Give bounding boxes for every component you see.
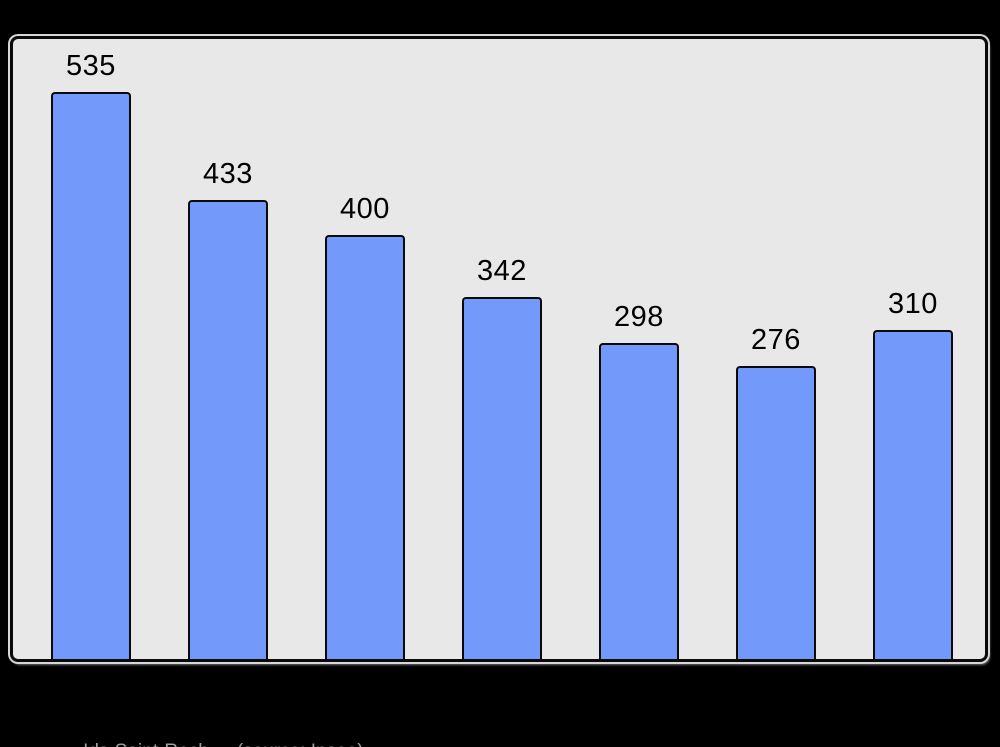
chart-caption: Ids-Saint-Roch (source: Insee)	[62, 716, 364, 747]
bar-group: 433	[188, 39, 268, 659]
bar-value-label: 310	[888, 288, 938, 320]
bar	[462, 297, 542, 659]
caption-commune-name: Ids-Saint-Roch	[83, 741, 209, 747]
bar-chart-frame: 535 433 400 342 298 276 310	[10, 36, 988, 662]
bar-value-label: 342	[477, 255, 527, 287]
bar	[325, 235, 405, 659]
bar-group: 298	[599, 39, 679, 659]
bar-group: 310	[873, 39, 953, 659]
bar	[873, 330, 953, 659]
bar-group: 276	[736, 39, 816, 659]
bar-value-label: 433	[203, 158, 253, 190]
bar-group: 535	[51, 39, 131, 659]
bar	[51, 92, 131, 659]
bar-group: 400	[325, 39, 405, 659]
bar-value-label: 298	[614, 301, 664, 333]
bar	[188, 200, 268, 659]
caption-source: (source: Insee)	[237, 741, 364, 747]
bar-value-label: 276	[751, 324, 801, 356]
bar-value-label: 400	[340, 193, 390, 225]
bar-group: 342	[462, 39, 542, 659]
bars-row: 535 433 400 342 298 276 310	[13, 39, 985, 659]
bar-value-label: 535	[66, 50, 116, 82]
bar	[599, 343, 679, 659]
bar	[736, 366, 816, 659]
